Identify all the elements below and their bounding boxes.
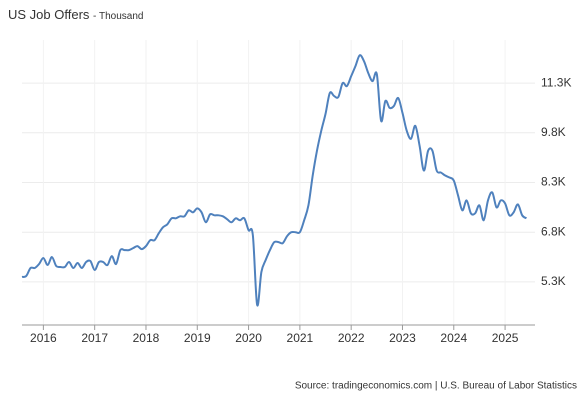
x-tick-label: 2018	[133, 331, 160, 345]
x-tick-label: 2024	[440, 331, 467, 345]
x-tick-label: 2017	[81, 331, 108, 345]
y-tick-label: 5.3K	[541, 274, 566, 288]
source: Source: tradingeconomics.com | U.S. Bure…	[295, 381, 577, 392]
y-tick-label: 11.3K	[541, 75, 571, 89]
x-tick-label: 2021	[287, 331, 314, 345]
x-tick-label: 2023	[389, 331, 416, 345]
y-tick-label: 9.8K	[541, 125, 566, 139]
chart-title: US Job Offers - Thousand	[8, 7, 143, 22]
x-tick-label: 2019	[184, 331, 211, 345]
y-tick-label: 6.8K	[541, 224, 566, 238]
y-tick-label: 8.3K	[541, 175, 566, 189]
title: US Job Offers	[8, 7, 90, 22]
x-tick-label: 2022	[338, 331, 365, 345]
subtitle: - Thousand	[93, 11, 143, 22]
data-line	[21, 54, 528, 307]
x-tick-label: 2025	[492, 331, 519, 345]
x-tick-label: 2016	[30, 331, 57, 345]
x-tick-label: 2020	[235, 331, 262, 345]
